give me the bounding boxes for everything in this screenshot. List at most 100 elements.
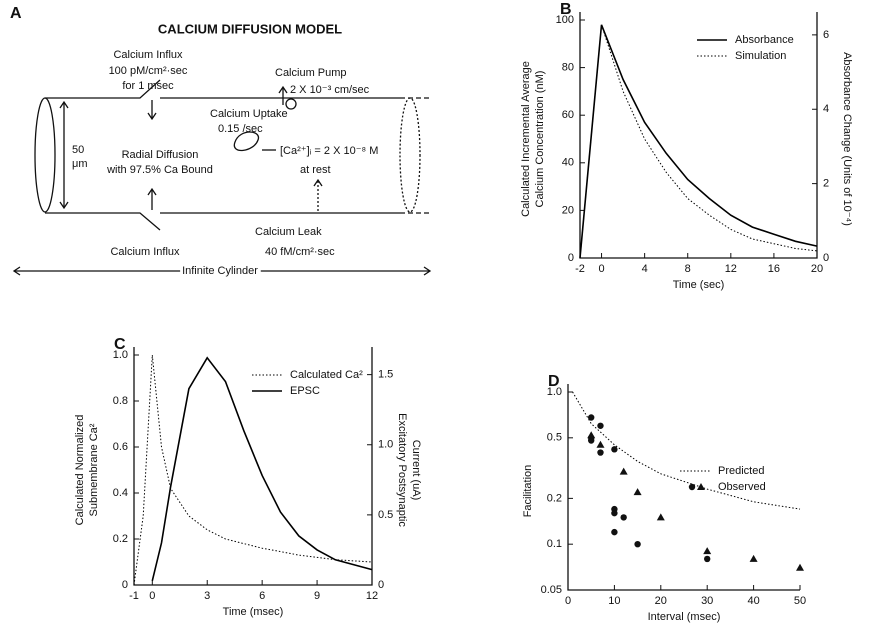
label: Calcium Uptake xyxy=(210,108,288,120)
triangle-point xyxy=(656,513,665,521)
circle-point xyxy=(597,422,604,429)
label: 40 fM/cm²·sec xyxy=(265,246,335,258)
circle-point xyxy=(611,446,618,453)
x-tick-label: -2 xyxy=(575,263,585,275)
y-tick-label: 0.8 xyxy=(113,395,128,407)
x-tick-label: 8 xyxy=(685,263,691,275)
circle-point xyxy=(611,509,618,517)
legend-label: Calculated Ca² xyxy=(290,369,363,381)
triangle-point xyxy=(596,440,605,448)
triangle-point xyxy=(633,488,642,496)
x-tick-label: 20 xyxy=(811,263,823,275)
y2-tick-label: 1.5 xyxy=(378,369,393,381)
y2-tick-label: 0 xyxy=(378,579,384,591)
label: 50 xyxy=(72,144,84,156)
y-axis-label: Submembrane Ca² xyxy=(88,423,100,516)
triangle-point xyxy=(703,547,712,555)
y-tick-label: 1.0 xyxy=(113,349,128,361)
axis xyxy=(579,12,818,259)
x-tick-label: 30 xyxy=(701,595,713,607)
axis xyxy=(133,347,373,586)
label: Radial Diffusion xyxy=(122,149,199,161)
y-tick-label: 60 xyxy=(562,109,574,121)
y-tick-label: 0 xyxy=(122,579,128,591)
circle-point xyxy=(588,437,595,444)
y-axis-label: Calcium Concentration (nM) xyxy=(534,71,546,208)
x-tick-label: 0 xyxy=(598,263,604,275)
y2-tick-label: 1.0 xyxy=(378,439,393,451)
triangle-point xyxy=(796,563,804,571)
panel-label: A xyxy=(10,5,22,22)
x-tick-label: 16 xyxy=(768,263,780,275)
series-line xyxy=(579,24,818,259)
organelle xyxy=(233,131,260,152)
series-line xyxy=(133,354,373,586)
pump-arrow xyxy=(278,85,288,105)
diagram-title: CALCIUM DIFFUSION MODEL xyxy=(158,21,342,36)
circle-point xyxy=(611,528,618,536)
legend-label: Observed xyxy=(718,481,766,493)
y2-axis-label: Excitatory Postsynaptic xyxy=(396,413,408,527)
y-tick-label: 0.2 xyxy=(547,492,562,504)
x-tick-label: 50 xyxy=(794,595,806,607)
label: [Ca²⁺]ᵢ = 2 X 10⁻⁸ M xyxy=(280,145,378,157)
cylinder-arrow xyxy=(12,266,432,276)
y-axis-label: Calculated Incremental Average xyxy=(520,61,532,217)
y-tick-label: 0.05 xyxy=(541,584,562,596)
y-tick-label: 20 xyxy=(562,204,574,216)
circle-point xyxy=(688,483,696,491)
diameter-arrow xyxy=(59,100,69,210)
cylinder-left-end xyxy=(34,97,56,213)
x-tick-label: 12 xyxy=(366,590,378,602)
label: Calcium Influx xyxy=(113,49,183,61)
x-tick-label: 40 xyxy=(747,595,759,607)
circle-point xyxy=(620,514,627,521)
y2-axis-label: Absorbance Change (Units of 10⁻⁴) xyxy=(841,52,853,226)
y-tick-label: 1.0 xyxy=(547,386,562,398)
y-tick-label: 0.5 xyxy=(547,432,562,444)
x-tick-label: 6 xyxy=(259,590,265,602)
triangle-point xyxy=(619,467,628,475)
pump-icon xyxy=(285,98,297,110)
cylinder-right-end xyxy=(399,97,421,213)
y-tick-label: 0.4 xyxy=(113,487,128,499)
legend-label: Predicted xyxy=(718,465,764,477)
y-tick-label: 0.6 xyxy=(113,441,128,453)
triangle-point xyxy=(749,554,758,562)
y2-tick-label: 0.5 xyxy=(378,509,393,521)
label: at rest xyxy=(300,164,331,176)
label: Calcium Influx xyxy=(110,246,180,258)
circle-point xyxy=(588,414,595,421)
x-tick-label: 10 xyxy=(608,595,620,607)
panel-label: D xyxy=(548,373,560,390)
x-tick-label: 0 xyxy=(565,595,571,607)
label: 2 X 10⁻³ cm/sec xyxy=(290,84,370,96)
legend-label: Simulation xyxy=(735,50,786,62)
x-tick-label: -1 xyxy=(129,590,139,602)
y2-tick-label: 4 xyxy=(823,103,829,115)
x-tick-label: 4 xyxy=(642,263,648,275)
circle-point xyxy=(597,449,604,456)
y-tick-label: 0 xyxy=(568,252,574,264)
y-tick-label: 80 xyxy=(562,62,574,74)
panel-label: B xyxy=(560,1,572,18)
circle-point xyxy=(634,540,641,548)
label: Infinite Cylinder xyxy=(182,265,258,277)
y2-tick-label: 2 xyxy=(823,178,829,190)
x-axis-label: Interval (msec) xyxy=(648,611,721,623)
legend-label: EPSC xyxy=(290,385,320,397)
x-tick-label: 9 xyxy=(314,590,320,602)
x-tick-label: 0 xyxy=(149,590,155,602)
leak-head xyxy=(313,178,323,187)
y-axis-label: Calculated Normalized xyxy=(74,415,86,526)
label: 0.15 /sec xyxy=(218,123,263,135)
influx-arrows xyxy=(147,100,157,210)
panel-a: A CALCIUM DIFFUSION MODEL Calcium Influx… xyxy=(10,5,432,280)
y2-axis-label: Current (uA) xyxy=(410,440,422,501)
label: Calcium Pump xyxy=(275,67,347,79)
x-tick-label: 20 xyxy=(655,595,667,607)
legend-label: Absorbance xyxy=(735,34,794,46)
x-tick-label: 12 xyxy=(725,263,737,275)
